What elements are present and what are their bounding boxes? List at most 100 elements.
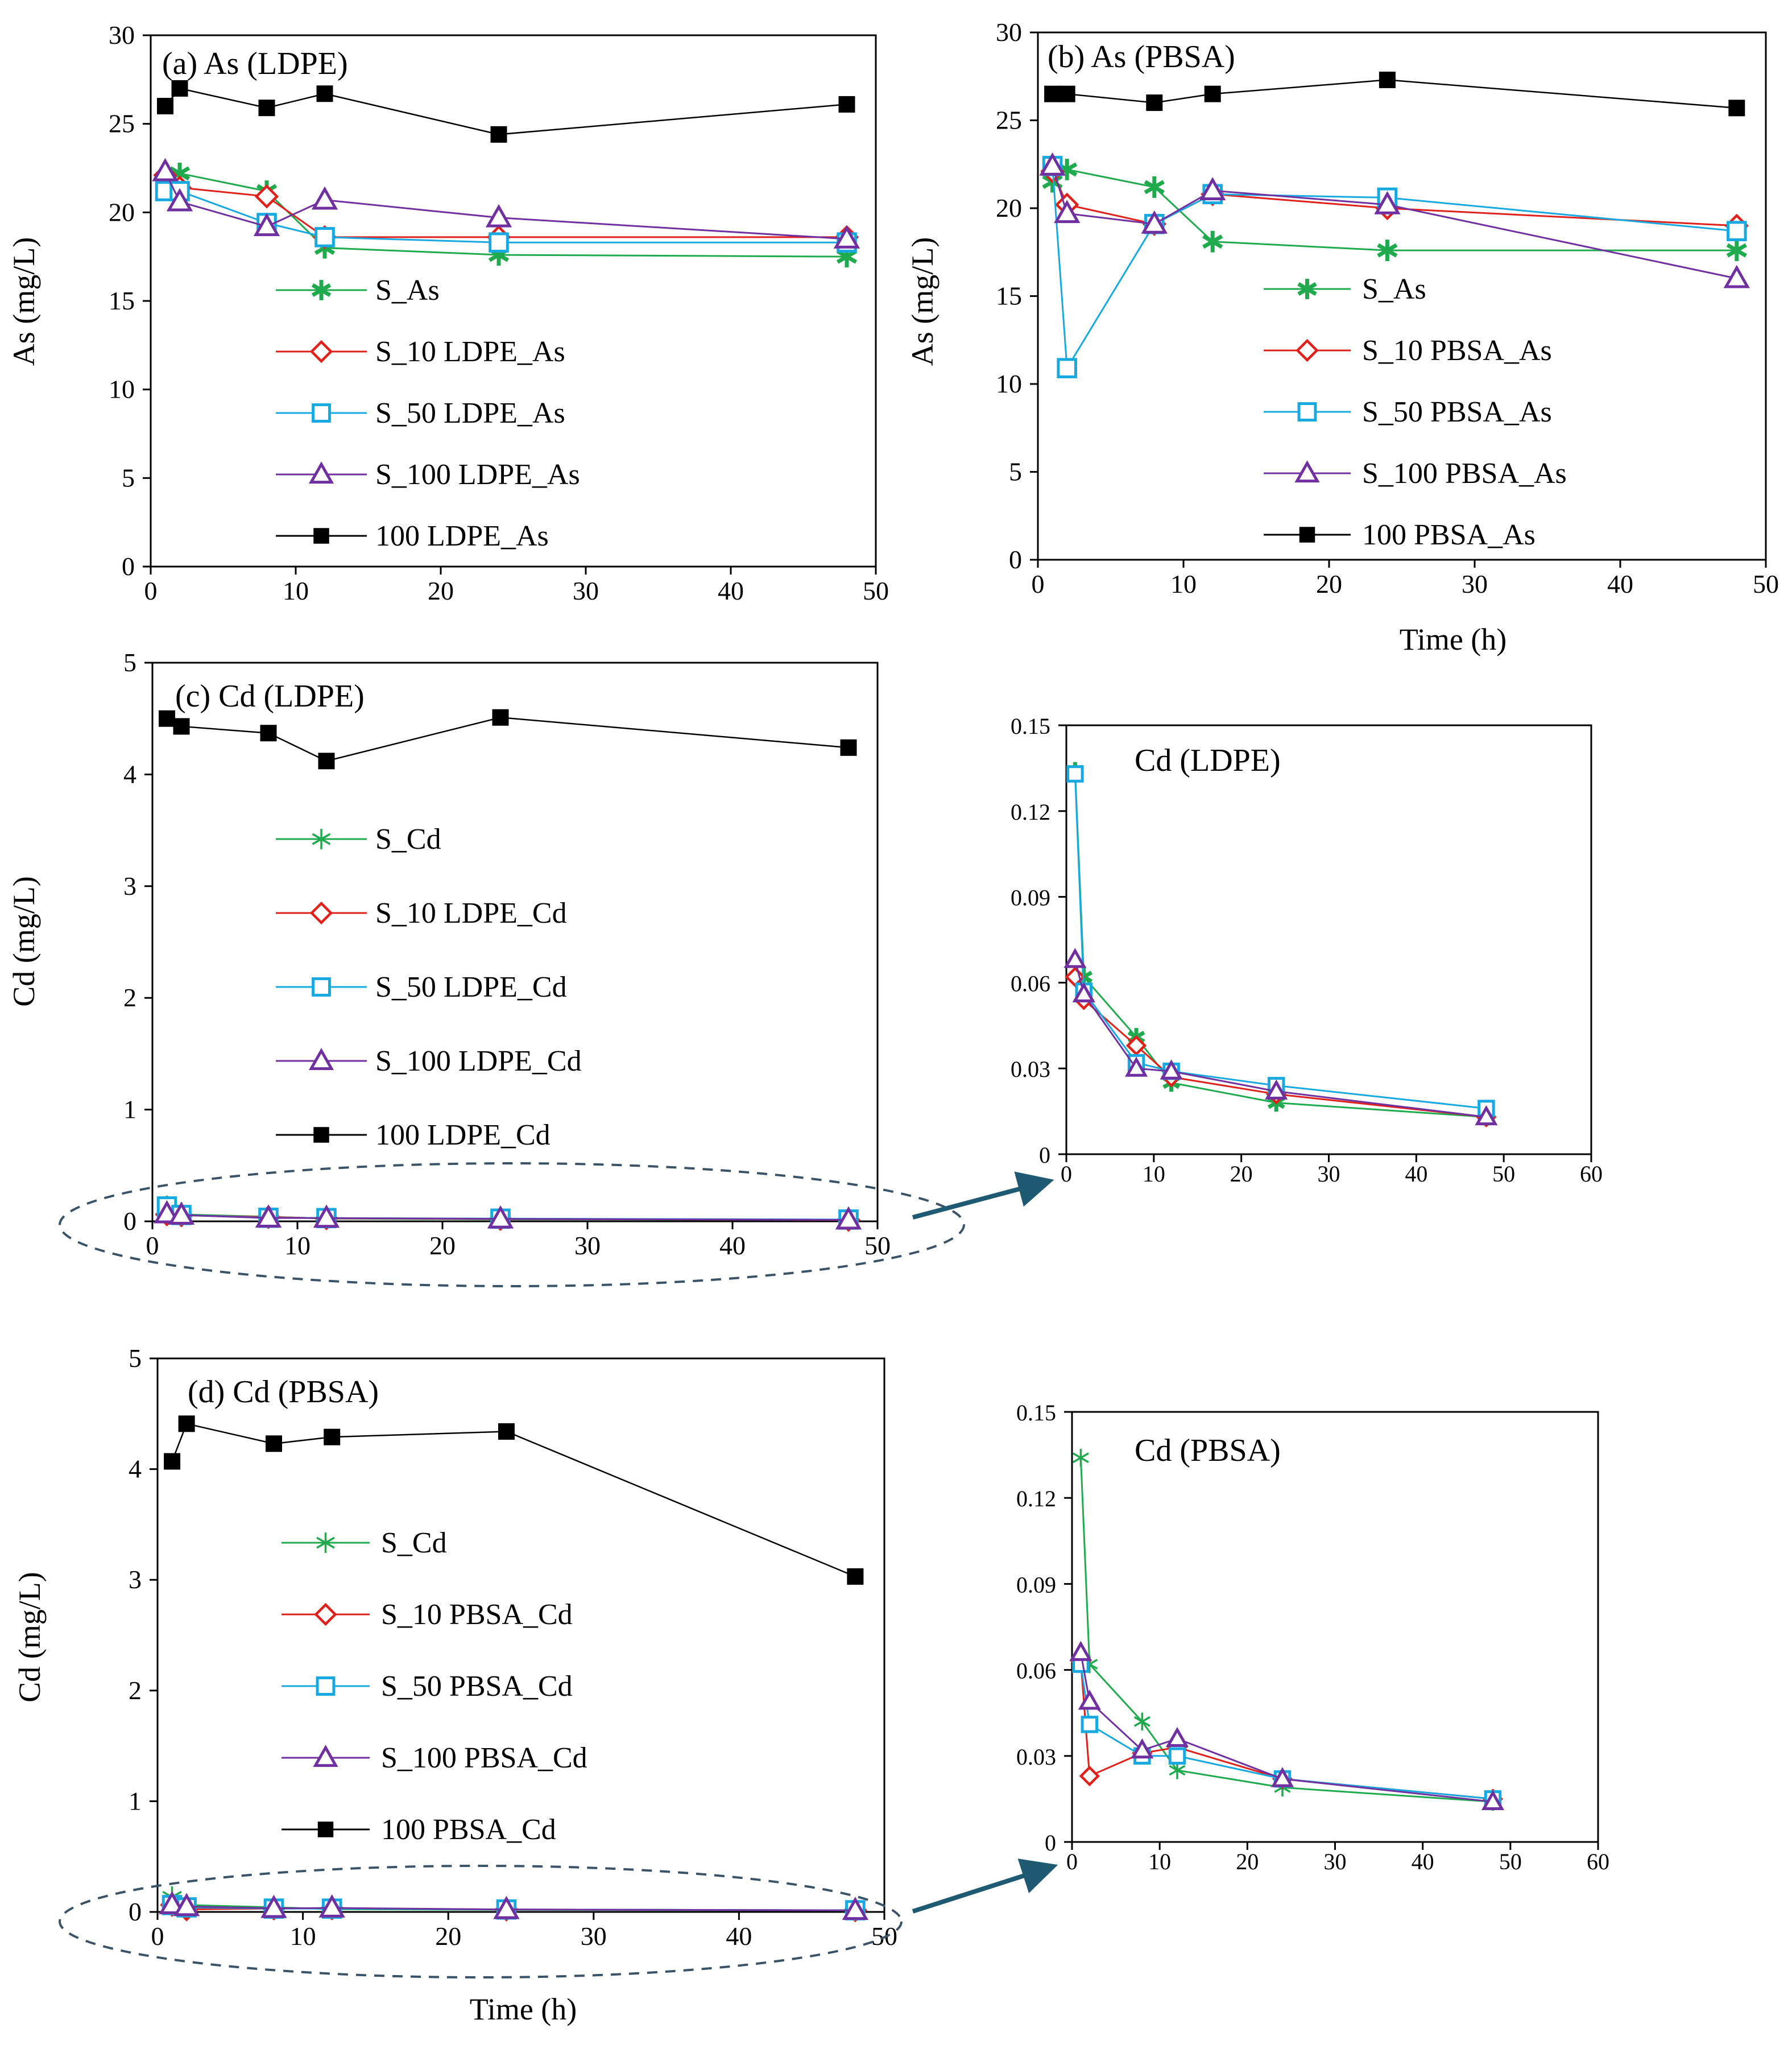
legend-label: S_As [375, 274, 440, 307]
x-tick-label: 20 [1236, 1849, 1259, 1874]
data-point [847, 1568, 864, 1585]
series-100-pbsa-as [1044, 71, 1745, 117]
legend-item: 100 PBSA_As [1264, 519, 1536, 551]
y-tick-label: 5 [123, 648, 136, 677]
legend: S_As S_10 PBSA_As S_50 PBSA_As S_100 PBSA_A… [1264, 273, 1567, 551]
y-tick-label: 20 [996, 193, 1022, 222]
data-point [836, 246, 858, 268]
y-tick-label: 1 [123, 1095, 136, 1124]
y-tick-label: 3 [123, 871, 136, 900]
data-point [498, 1423, 515, 1440]
legend-label: S_50 PBSA_As [1362, 396, 1552, 428]
x-tick-label: 0 [151, 1922, 164, 1951]
x-tick-label: 40 [1607, 569, 1633, 598]
data-point [313, 1204, 340, 1228]
y-tick-label: 0.09 [1016, 1572, 1056, 1597]
legend-label: S_Cd [375, 823, 441, 856]
data-point [159, 1891, 185, 1915]
x-tick-label: 40 [718, 576, 744, 605]
plot-frame [1065, 724, 1592, 1155]
legend-marker [317, 1821, 334, 1837]
y-tick-label: 4 [123, 759, 136, 788]
data-point [260, 725, 277, 742]
series-s-100-pbsa-cd [159, 1891, 869, 1920]
legend-item: S_50 PBSA_As [1264, 396, 1552, 428]
data-point [1081, 1655, 1098, 1674]
y-tick-label: 0 [1045, 1830, 1056, 1856]
data-point [835, 1206, 862, 1230]
series-100-pbsa-cd [164, 1415, 864, 1585]
data-point [838, 96, 855, 113]
data-point [1044, 85, 1061, 102]
x-tick-label: 20 [429, 1231, 456, 1260]
legend-marker [316, 1676, 336, 1696]
x-tick-label: 10 [290, 1922, 316, 1951]
legend-label: S_50 LDPE_Cd [375, 971, 567, 1003]
y-tick-label: 0 [122, 552, 135, 581]
data-point [258, 100, 275, 117]
series-line [1074, 774, 1487, 1110]
x-tick-label: 30 [1318, 1161, 1340, 1187]
data-point [318, 1894, 345, 1918]
data-point [1379, 71, 1396, 88]
data-point [1081, 1716, 1099, 1733]
x-tick-label: 40 [1412, 1849, 1434, 1874]
data-point [1146, 94, 1163, 111]
x-tick-label: 10 [1170, 569, 1197, 598]
y-tick-label: 0 [129, 1897, 142, 1926]
legend-marker [311, 280, 332, 300]
zoom-ellipse-d [59, 1865, 903, 1978]
x-tick-label: 20 [1316, 569, 1342, 598]
y-tick-label: 0 [123, 1207, 136, 1236]
x-tick-label: 50 [1499, 1849, 1522, 1874]
series-s-50-ldpe-cd [1066, 765, 1495, 1117]
legend-label: S_100 LDPE_Cd [375, 1045, 582, 1077]
legend-label: S_50 PBSA_Cd [381, 1670, 573, 1703]
data-point [152, 158, 179, 181]
data-point [489, 232, 509, 253]
plot-frame [151, 662, 879, 1222]
legend: S_As S_10 LDPE_As S_50 LDPE_As S_100 LDPE_A… [276, 274, 580, 552]
y-tick-label: 0.06 [1016, 1658, 1056, 1684]
data-point [1057, 159, 1078, 180]
data-point [324, 1428, 341, 1445]
data-point [1133, 1712, 1150, 1731]
data-point [1065, 966, 1086, 988]
legend-label: S_Cd [381, 1527, 447, 1559]
plot-frame [1071, 1411, 1599, 1843]
legend-label: S_100 PBSA_Cd [381, 1742, 587, 1774]
x-tick-label: 10 [1143, 1161, 1165, 1187]
series-s-100-ldpe-as [152, 158, 860, 249]
chart-title: (c) Cd (LDPE) [175, 679, 365, 714]
legend-label: S_100 PBSA_As [1362, 457, 1567, 490]
chart-a: 0 10 20 30 40 50 0 5 10 15 20 25 30 As (mg/L) (a) As (… [7, 20, 889, 605]
legend: S_Cd S_10 PBSA_Cd S_50 PBSA_Cd S_100 PBSA_C… [282, 1527, 587, 1846]
data-point [1066, 765, 1084, 783]
legend-marker [313, 1745, 338, 1767]
legend-marker [316, 1532, 335, 1553]
x-axis-label: Time (h) [470, 1992, 577, 2026]
y-tick-label: 30 [996, 18, 1022, 47]
series-s-as [1042, 159, 1747, 262]
data-point [1169, 1761, 1186, 1779]
series-s-100-ldpe-cd [154, 1200, 862, 1230]
legend-marker [312, 829, 331, 849]
data-point [1058, 85, 1075, 102]
y-tick-label: 0.03 [1011, 1056, 1050, 1082]
y-tick-label: 0.15 [1011, 713, 1050, 739]
legend-marker [1299, 527, 1315, 543]
legend-marker [312, 403, 331, 423]
data-point [1165, 1726, 1189, 1748]
x-tick-label: 40 [726, 1922, 752, 1951]
legend-item: 100 PBSA_Cd [282, 1814, 556, 1846]
data-point [1374, 191, 1401, 214]
series-s-100-pbsa-cd [1069, 1641, 1505, 1810]
y-tick-label: 0.06 [1011, 970, 1050, 996]
data-point [173, 1893, 200, 1916]
y-tick-label: 0 [1039, 1142, 1050, 1168]
y-tick-label: 0.09 [1011, 885, 1050, 911]
zoom-arrow-c [912, 1171, 1054, 1220]
y-tick-label: 5 [122, 463, 135, 492]
y-axis-label: Cd (mg/L) [7, 876, 41, 1006]
